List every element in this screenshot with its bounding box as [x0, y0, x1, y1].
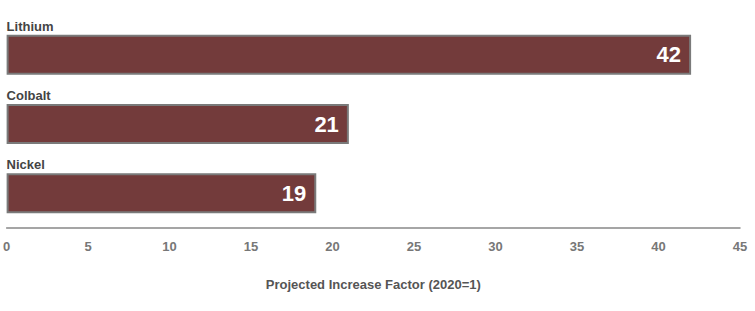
svg-text:Lithium: Lithium: [7, 19, 54, 34]
svg-text:Projected Increase Factor (202: Projected Increase Factor (2020=1): [266, 277, 481, 292]
svg-text:20: 20: [325, 239, 339, 254]
svg-text:45: 45: [733, 239, 747, 254]
svg-text:42: 42: [657, 42, 681, 67]
svg-text:5: 5: [84, 239, 91, 254]
svg-text:0: 0: [3, 239, 10, 254]
svg-text:Colbalt: Colbalt: [7, 88, 52, 103]
svg-text:25: 25: [407, 239, 421, 254]
svg-text:35: 35: [570, 239, 584, 254]
svg-text:21: 21: [314, 112, 338, 137]
svg-text:15: 15: [244, 239, 258, 254]
svg-text:40: 40: [651, 239, 665, 254]
svg-text:10: 10: [162, 239, 176, 254]
svg-text:Nickel: Nickel: [7, 157, 45, 172]
svg-text:30: 30: [488, 239, 502, 254]
svg-text:19: 19: [282, 181, 306, 206]
